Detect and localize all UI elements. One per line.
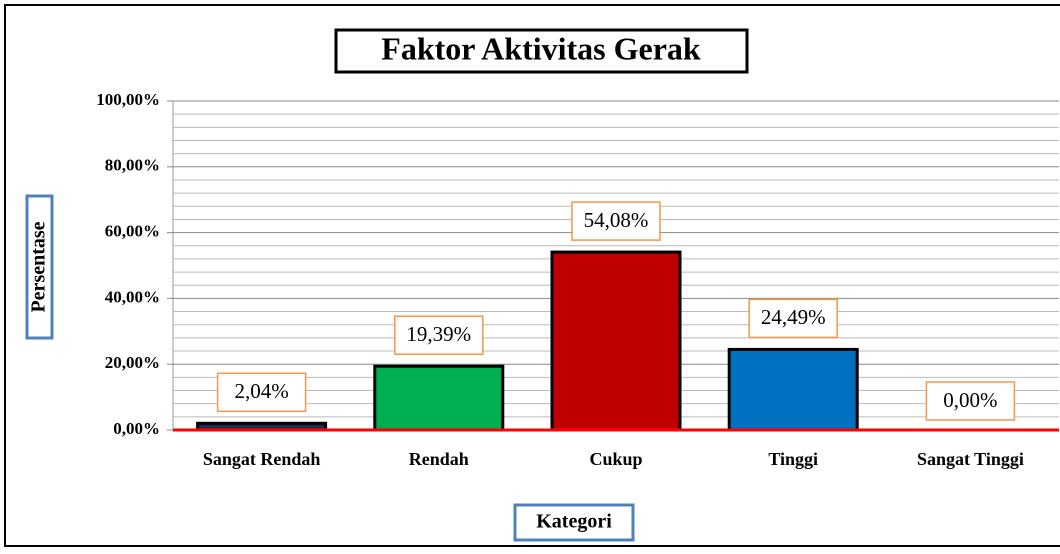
x-label-box	[513, 503, 635, 542]
x-tick-label: Sangat Rendah	[203, 449, 321, 469]
chart-border	[4, 4, 1060, 547]
bar	[373, 364, 505, 432]
title-box	[334, 28, 749, 74]
x-tick-label: Tinggi	[768, 449, 818, 469]
value-label: 19,39%	[406, 322, 471, 346]
y-tick-label: 0,00%	[113, 419, 160, 438]
x-tick-label: Sangat Tinggi	[917, 449, 1024, 469]
y-tick-label: 20,00%	[105, 353, 160, 372]
y-label-box	[25, 194, 54, 340]
y-tick-label: 60,00%	[105, 222, 160, 241]
value-label-box	[571, 201, 661, 241]
value-label-box	[925, 381, 1016, 421]
y-tick-label: 40,00%	[105, 287, 160, 306]
x-tick-label: Cukup	[589, 449, 642, 469]
chart-title: Faktor Aktivitas Gerak	[381, 30, 701, 66]
value-label-box	[748, 298, 838, 339]
value-label-box	[216, 372, 307, 413]
value-label: 54,08%	[584, 208, 649, 232]
bar	[727, 347, 859, 432]
x-axis-title: Kategori	[536, 511, 612, 533]
value-label: 24,49%	[761, 305, 826, 329]
value-label: 2,04%	[234, 379, 288, 403]
x-tick-label: Rendah	[409, 449, 469, 469]
value-label-box	[394, 315, 484, 355]
y-axis-title: Persentase	[28, 221, 50, 312]
value-label: 0,00%	[943, 388, 997, 412]
y-tick-label: 100,00%	[96, 90, 160, 109]
bar	[550, 250, 682, 432]
y-tick-label: 80,00%	[105, 156, 160, 175]
